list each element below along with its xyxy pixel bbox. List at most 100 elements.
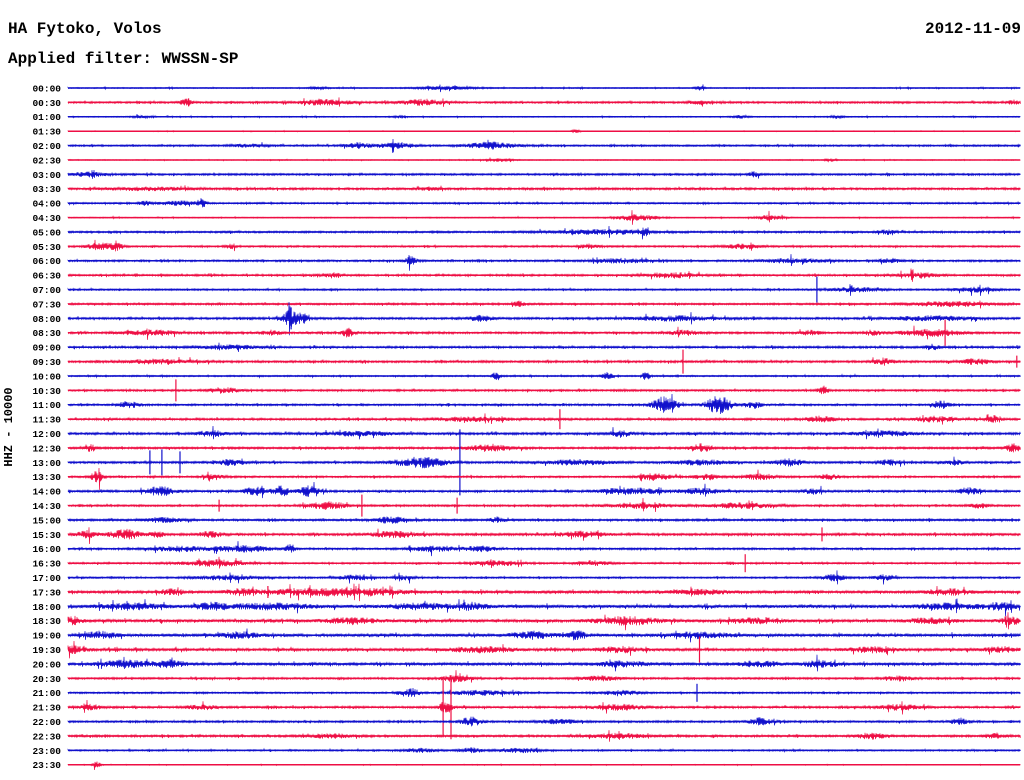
time-label-01:00: 01:00 [32,112,61,123]
time-label-15:00: 15:00 [32,515,61,526]
time-label-17:30: 17:30 [32,587,61,598]
trace-15:00 [67,516,1021,524]
time-label-17:00: 17:00 [32,573,61,584]
trace-19:00 [67,628,1021,643]
time-label-18:30: 18:30 [32,616,61,627]
trace-08:30 [67,325,1021,340]
trace-19:30 [67,640,1021,659]
time-label-08:30: 08:30 [32,328,61,339]
time-label-11:30: 11:30 [32,415,61,426]
trace-00:30 [67,97,1021,107]
time-label-10:30: 10:30 [32,386,61,397]
trace-21:30 [67,699,1021,715]
trace-09:00 [67,342,1021,353]
trace-23:00 [67,747,1021,754]
trace-05:30 [67,239,1021,252]
time-label-11:00: 11:00 [32,400,61,411]
time-label-12:00: 12:00 [32,429,61,440]
trace-07:00 [67,284,1021,296]
trace-01:00 [67,113,1021,120]
time-label-15:30: 15:30 [32,530,61,541]
time-label-10:00: 10:00 [32,371,61,382]
trace-spikes-21:30 [442,675,452,740]
trace-05:00 [67,225,1021,240]
time-label-14:30: 14:30 [32,501,61,512]
trace-18:00 [67,598,1021,617]
time-label-22:30: 22:30 [32,731,61,742]
time-label-16:00: 16:00 [32,544,61,555]
time-label-01:30: 01:30 [32,127,61,138]
time-label-05:30: 05:30 [32,242,61,253]
time-label-08:00: 08:00 [32,314,61,325]
time-label-18:00: 18:00 [32,602,61,613]
time-label-09:30: 09:30 [32,357,61,368]
time-label-23:00: 23:00 [32,746,61,757]
time-label-13:00: 13:00 [32,458,61,469]
trace-13:00 [67,456,1021,469]
trace-21:00 [67,687,1021,698]
time-label-14:00: 14:00 [32,487,61,498]
trace-spikes-13:00 [149,429,461,496]
time-label-02:30: 02:30 [32,155,61,166]
trace-spikes-14:30 [218,494,458,517]
trace-23:30 [67,761,1021,771]
time-label-09:00: 09:00 [32,343,61,354]
time-label-00:30: 00:30 [32,98,61,109]
trace-22:30 [67,730,1021,742]
trace-17:00 [67,570,1021,585]
trace-16:30 [67,556,1021,569]
trace-12:30 [67,443,1021,453]
time-label-05:00: 05:00 [32,227,61,238]
trace-04:30 [67,210,1021,225]
trace-07:30 [67,300,1021,309]
trace-03:00 [67,169,1021,179]
time-label-07:30: 07:30 [32,299,61,310]
trace-10:30 [67,385,1021,395]
time-label-03:00: 03:00 [32,170,61,181]
trace-20:00 [67,654,1021,672]
trace-08:00 [67,301,1021,336]
time-label-07:00: 07:00 [32,285,61,296]
trace-15:30 [67,527,1021,545]
trace-22:00 [67,716,1021,727]
time-label-20:30: 20:30 [32,674,61,685]
trace-00:00 [67,84,1021,93]
trace-02:30 [67,157,1021,163]
trace-10:00 [67,372,1021,381]
trace-03:30 [67,185,1021,192]
trace-20:30 [67,670,1021,683]
trace-12:00 [67,425,1021,440]
time-label-06:30: 06:30 [32,271,61,282]
time-label-20:00: 20:00 [32,659,61,670]
time-label-19:00: 19:00 [32,631,61,642]
trace-04:00 [67,198,1021,208]
trace-14:00 [67,481,1021,499]
trace-16:00 [67,541,1021,557]
trace-18:30 [67,612,1021,631]
trace-02:00 [67,138,1021,153]
channel-scale-label: HHZ - 10000 [2,387,16,466]
trace-09:30 [67,356,1021,366]
date-label: 2012-11-09 [924,20,1021,38]
trace-11:00 [67,393,1021,415]
trace-17:30 [67,583,1021,602]
time-label-13:30: 13:30 [32,472,61,483]
time-label-23:30: 23:30 [32,760,61,771]
trace-13:30 [67,467,1021,490]
trace-06:30 [67,268,1021,282]
time-label-03:30: 03:30 [32,184,61,195]
time-label-04:30: 04:30 [32,213,61,224]
trace-01:30 [67,128,1021,134]
time-label-00:00: 00:00 [32,83,61,94]
time-label-22:00: 22:00 [32,717,61,728]
time-label-04:00: 04:00 [32,199,61,210]
time-label-19:30: 19:30 [32,645,61,656]
time-label-16:30: 16:30 [32,559,61,570]
filter-label: Applied filter: WWSSN-SP [8,50,239,68]
station-title: HA Fytoko, Volos [8,20,162,38]
trace-06:00 [67,254,1021,271]
trace-11:30 [67,413,1021,425]
trace-spikes-09:30 [682,349,1018,374]
